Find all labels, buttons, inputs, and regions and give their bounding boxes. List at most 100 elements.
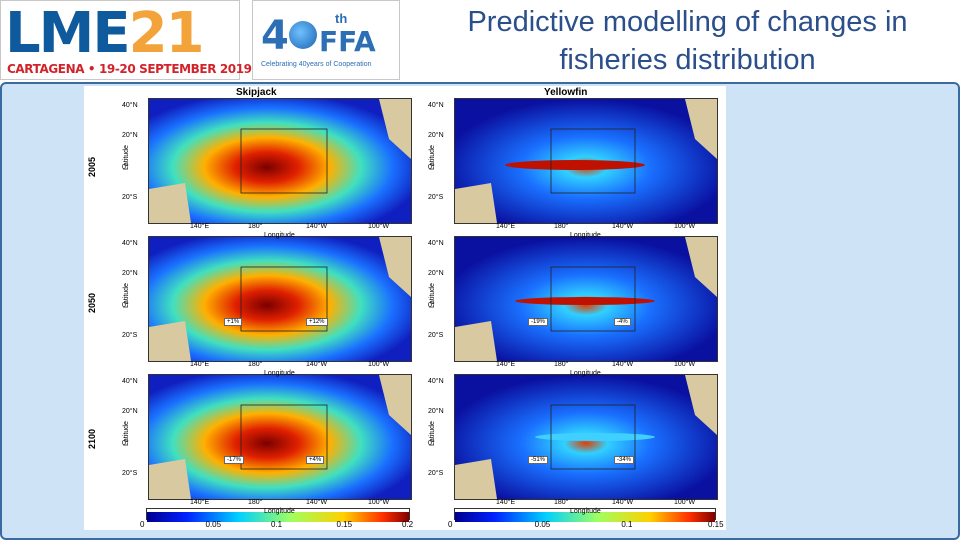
change-skipjack-2050-east: +12% [306, 318, 328, 326]
lon-tick-label: 140°E [496, 223, 516, 230]
latitude-axis-label: Latitude [122, 145, 130, 170]
lon-tick-label: 140°E [190, 223, 210, 230]
map-yellowfin-2005 [454, 98, 718, 224]
lat-tick-label: 20°S [428, 194, 444, 201]
lon-tick-label: 180° [248, 361, 263, 368]
change-yellowfin-2050-west: -19% [528, 318, 549, 326]
change-yellowfin-2050-east: -4% [614, 318, 631, 326]
change-skipjack-2100-west: -17% [224, 456, 245, 464]
lon-tick-label: 140°W [306, 499, 328, 506]
lon-tick-label: 180° [248, 223, 263, 230]
colorbar-tick-label: 0.2 [402, 520, 414, 529]
map-yellowfin-2050 [454, 236, 718, 362]
lat-tick-label: 20°N [428, 132, 444, 139]
lon-tick-label: 100°W [674, 361, 696, 368]
change-yellowfin-2100-west: -51% [528, 456, 549, 464]
lat-tick-label: 40°N [428, 378, 444, 385]
colorbar-tick-label: 0 [140, 520, 145, 529]
longitude-axis-label: Longitude [570, 232, 601, 239]
map-skipjack-2100 [148, 374, 412, 500]
lme21-subtitle: CARTAGENA • 19-20 SEPTEMBER 2019 [7, 62, 252, 76]
slide-title-line-2: fisheries distribution [559, 44, 816, 76]
map-yellowfin-2100 [454, 374, 718, 500]
colorbar-tick-label: 0.05 [534, 520, 551, 529]
colorbar-tick-label: 0 [448, 520, 453, 529]
lon-tick-label: 140°W [612, 361, 634, 368]
lat-tick-label: 20°S [122, 194, 138, 201]
lon-tick-label: 100°W [368, 499, 390, 506]
lon-tick-label: 140°W [612, 499, 634, 506]
lat-tick-label: 20°N [122, 408, 138, 415]
latitude-axis-label: Latitude [428, 145, 436, 170]
lat-tick-label: 20°S [122, 470, 138, 477]
longitude-axis-label: Longitude [570, 370, 601, 377]
lat-tick-label: 40°N [122, 240, 138, 247]
longitude-axis-label: Longitude [264, 232, 295, 239]
lon-tick-label: 140°E [496, 361, 516, 368]
colorbar-skipjack [146, 508, 410, 522]
lat-tick-label: 0° [122, 164, 129, 171]
ffa-logo: 4 th FFA Celebrating 40years of Cooperat… [252, 0, 400, 80]
lat-tick-label: 20°N [122, 132, 138, 139]
map-skipjack-2005 [148, 98, 412, 224]
lon-tick-label: 140°W [612, 223, 634, 230]
colorbar-tick-label: 0.15 [708, 520, 724, 529]
longitude-axis-label: Longitude [570, 508, 601, 515]
colorbar-tick-label: 0.1 [621, 520, 633, 529]
lon-tick-label: 140°E [496, 499, 516, 506]
ffa-logo-number: 4 [261, 13, 289, 59]
lon-tick-label: 180° [554, 361, 569, 368]
lat-tick-label: 0° [428, 164, 435, 171]
slide-title: Predictive modelling of changes in fishe… [410, 3, 960, 79]
lon-tick-label: 180° [554, 223, 569, 230]
row-label-2100: 2100 [87, 428, 98, 450]
column-header-skipjack: Skipjack [236, 87, 277, 98]
lat-tick-label: 40°N [122, 378, 138, 385]
lat-tick-label: 20°N [122, 270, 138, 277]
lon-tick-label: 100°W [674, 499, 696, 506]
column-header-yellowfin: Yellowfin [544, 87, 588, 98]
colorbar-tick-label: 0.05 [205, 520, 222, 529]
lme21-wordmark: LME21 [5, 1, 205, 66]
ffa-logo-th: th [335, 11, 348, 26]
change-skipjack-2100-east: +4% [306, 456, 325, 464]
longitude-axis-label: Longitude [264, 370, 295, 377]
lat-tick-label: 0° [428, 302, 435, 309]
slide-title-line-1: Predictive modelling of changes in [467, 6, 908, 38]
lon-tick-label: 100°W [368, 361, 390, 368]
lme21-logo: LME21 CARTAGENA • 19-20 SEPTEMBER 2019 [0, 0, 252, 80]
lat-tick-label: 0° [122, 302, 129, 309]
ffa-logo-name: FFA [319, 25, 376, 58]
lat-tick-label: 20°N [428, 270, 444, 277]
colorbar-yellowfin [454, 508, 716, 522]
lat-tick-label: 40°N [122, 102, 138, 109]
lat-tick-label: 0° [122, 440, 129, 447]
lon-tick-label: 140°E [190, 361, 210, 368]
lon-tick-label: 140°W [306, 361, 328, 368]
lat-tick-label: 20°S [122, 332, 138, 339]
lat-tick-label: 40°N [428, 240, 444, 247]
lon-tick-label: 180° [554, 499, 569, 506]
latitude-axis-label: Latitude [122, 283, 130, 308]
globe-icon [289, 21, 317, 49]
change-skipjack-2050-west: +1% [224, 318, 243, 326]
lat-tick-label: 0° [428, 440, 435, 447]
colorbar-tick-label: 0.1 [271, 520, 283, 529]
lon-tick-label: 180° [248, 499, 263, 506]
lat-tick-label: 40°N [428, 102, 444, 109]
lon-tick-label: 140°E [190, 499, 210, 506]
lon-tick-label: 100°W [674, 223, 696, 230]
lon-tick-label: 100°W [368, 223, 390, 230]
lat-tick-label: 20°N [428, 408, 444, 415]
latitude-axis-label: Latitude [428, 421, 436, 446]
row-label-2050: 2050 [87, 292, 98, 314]
species-distribution-figure: Skipjack Yellowfin 2005 2050 2100 +1% +1… [84, 86, 726, 530]
latitude-axis-label: Latitude [122, 421, 130, 446]
lon-tick-label: 140°W [306, 223, 328, 230]
map-skipjack-2050 [148, 236, 412, 362]
lat-tick-label: 20°S [428, 332, 444, 339]
row-label-2005: 2005 [87, 156, 98, 178]
longitude-axis-label: Longitude [264, 508, 295, 515]
colorbar-tick-label: 0.15 [336, 520, 353, 529]
ffa-logo-subtitle: Celebrating 40years of Cooperation [261, 61, 372, 68]
